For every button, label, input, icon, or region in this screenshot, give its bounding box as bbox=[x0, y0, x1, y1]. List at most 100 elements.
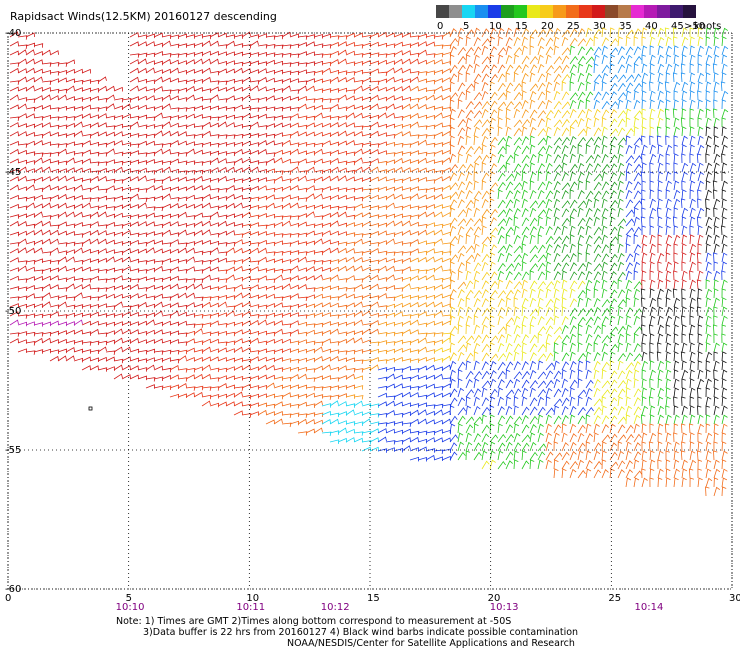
wind-barb bbox=[681, 144, 687, 155]
wind-barb bbox=[345, 61, 356, 66]
wind-barb bbox=[9, 319, 19, 326]
wind-barb bbox=[425, 152, 436, 157]
wind-barb bbox=[497, 209, 507, 218]
wind-barb bbox=[505, 226, 514, 236]
wind-barb bbox=[201, 58, 211, 65]
wind-barb bbox=[721, 171, 726, 181]
wind-barb bbox=[497, 218, 507, 227]
legend-swatch bbox=[501, 5, 514, 18]
wind-barb bbox=[385, 274, 395, 281]
wind-barb bbox=[281, 295, 292, 300]
wind-barb bbox=[649, 369, 656, 380]
wind-barb bbox=[321, 122, 331, 128]
wind-barb bbox=[721, 279, 728, 290]
wind-barb bbox=[537, 306, 544, 317]
wind-barb bbox=[185, 52, 196, 57]
wind-barb bbox=[449, 423, 456, 434]
wind-barb bbox=[697, 72, 705, 83]
wind-barb bbox=[593, 379, 601, 389]
wind-barb bbox=[313, 427, 323, 434]
wind-barb bbox=[465, 297, 471, 308]
wind-barb bbox=[673, 126, 680, 137]
wind-barb bbox=[680, 117, 686, 128]
wind-barb bbox=[697, 432, 702, 443]
wind-barb bbox=[513, 306, 519, 317]
wind-barb bbox=[17, 58, 27, 65]
wind-barb bbox=[696, 306, 702, 317]
wind-barb bbox=[697, 297, 702, 308]
wind-barb bbox=[305, 368, 316, 373]
wind-barb bbox=[289, 222, 300, 228]
wind-barb bbox=[672, 27, 678, 38]
wind-barb bbox=[497, 54, 504, 65]
wind-barb bbox=[649, 270, 655, 281]
wind-barb bbox=[577, 262, 586, 272]
wind-barb bbox=[305, 178, 316, 184]
wind-barb bbox=[345, 222, 355, 227]
wind-barb bbox=[385, 232, 396, 237]
wind-barb bbox=[33, 166, 43, 173]
wind-barb bbox=[457, 64, 466, 74]
wind-barb bbox=[697, 441, 703, 452]
wind-barb bbox=[713, 405, 720, 416]
wind-barb bbox=[617, 333, 624, 344]
wind-barb bbox=[265, 223, 276, 228]
wind-barb bbox=[641, 81, 647, 92]
wind-barb bbox=[649, 450, 655, 461]
wind-barb bbox=[113, 224, 124, 229]
wind-barb bbox=[577, 55, 586, 65]
wind-barb bbox=[185, 113, 195, 119]
wind-barb bbox=[297, 175, 307, 182]
wind-barb bbox=[217, 301, 227, 308]
wind-barb bbox=[529, 369, 537, 380]
wind-barb bbox=[577, 28, 585, 38]
wind-barb bbox=[697, 315, 704, 326]
wind-barb bbox=[529, 280, 538, 290]
wind-barb bbox=[665, 144, 673, 155]
wind-barb bbox=[241, 61, 252, 66]
wind-barb bbox=[505, 190, 514, 200]
wind-barb bbox=[721, 27, 729, 38]
wind-barb bbox=[417, 71, 428, 76]
wind-barb bbox=[249, 385, 260, 390]
wind-barb bbox=[241, 211, 251, 218]
wind-barb bbox=[665, 351, 671, 362]
wind-barb bbox=[425, 383, 435, 389]
wind-barb bbox=[273, 320, 283, 326]
wind-barb bbox=[241, 310, 251, 317]
wind-barb bbox=[25, 123, 36, 129]
wind-barb bbox=[281, 376, 292, 382]
wind-barb bbox=[281, 106, 292, 111]
wind-barb bbox=[577, 217, 586, 227]
wind-barb bbox=[89, 357, 99, 362]
wind-barb bbox=[537, 137, 547, 146]
wind-barb bbox=[633, 397, 641, 407]
wind-barb bbox=[617, 325, 626, 335]
wind-barb bbox=[313, 215, 324, 220]
wind-barb bbox=[17, 314, 28, 319]
wind-barb bbox=[409, 167, 419, 173]
wind-barb bbox=[465, 360, 471, 371]
wind-barb bbox=[417, 337, 427, 344]
wind-barb bbox=[545, 342, 551, 353]
wind-barb bbox=[257, 356, 267, 362]
wind-barb bbox=[233, 391, 243, 398]
wind-barb bbox=[289, 130, 299, 137]
wind-barb bbox=[233, 157, 243, 164]
wind-barb bbox=[569, 262, 577, 272]
wind-barb bbox=[297, 204, 308, 210]
wind-barb bbox=[329, 115, 340, 121]
wind-barb bbox=[585, 450, 592, 461]
wind-barb bbox=[193, 78, 204, 84]
wind-barb bbox=[641, 315, 646, 326]
wind-barb bbox=[497, 307, 505, 317]
wind-barb bbox=[209, 188, 220, 193]
wind-barb bbox=[273, 313, 284, 318]
wind-barb bbox=[705, 135, 712, 146]
wind-barb bbox=[465, 254, 475, 263]
wind-barb bbox=[617, 99, 624, 110]
wind-barb bbox=[233, 265, 243, 272]
wind-barb bbox=[513, 64, 522, 74]
wind-barb bbox=[25, 76, 35, 83]
wind-barb bbox=[201, 386, 212, 391]
